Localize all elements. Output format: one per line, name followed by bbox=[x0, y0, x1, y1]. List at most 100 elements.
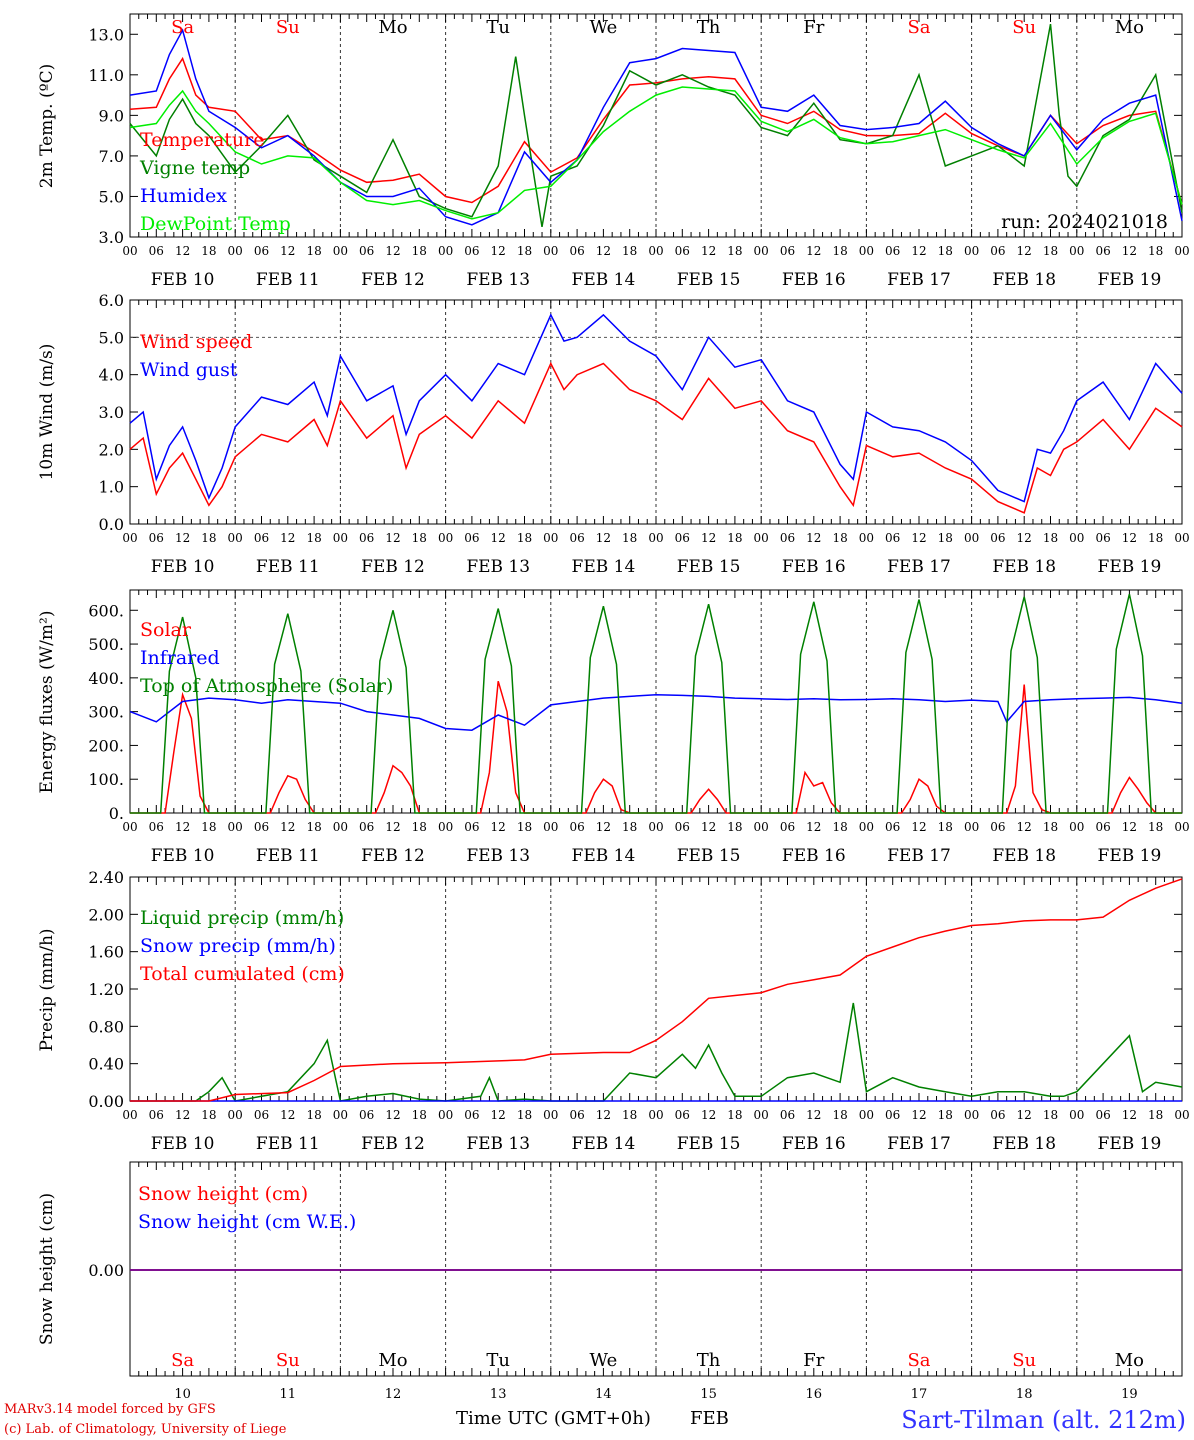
wind-series-line bbox=[129, 313, 1183, 503]
precip-series-line bbox=[130, 878, 1183, 1102]
hour-tick-label: 18 bbox=[832, 531, 847, 545]
hour-tick-label: 00 bbox=[859, 531, 874, 545]
hour-tick-label: 12 bbox=[385, 531, 400, 545]
y-tick-label: 3.0 bbox=[99, 228, 124, 247]
flux-series-line bbox=[129, 693, 1183, 731]
hour-tick-label: 00 bbox=[438, 531, 453, 545]
hour-tick-label: 00 bbox=[228, 244, 243, 258]
temp-legend-entry: Humidex bbox=[140, 185, 227, 207]
date-label: FEB 15 bbox=[677, 1134, 741, 1154]
hour-tick-label: 18 bbox=[727, 244, 742, 258]
y-tick-label: 11.0 bbox=[88, 66, 124, 85]
hour-tick-label: 12 bbox=[911, 244, 926, 258]
date-label: FEB 12 bbox=[361, 270, 425, 290]
date-label: FEB 11 bbox=[256, 1134, 320, 1154]
hour-tick-label: 18 bbox=[201, 531, 216, 545]
hour-tick-label: 06 bbox=[149, 820, 164, 834]
hour-tick-label: 06 bbox=[569, 820, 584, 834]
hour-tick-label: 00 bbox=[859, 244, 874, 258]
day-of-week-label: Th bbox=[697, 17, 721, 38]
day-of-week-label: Sa bbox=[171, 1350, 194, 1371]
date-label: FEB 11 bbox=[256, 270, 320, 290]
date-label: FEB 17 bbox=[887, 846, 951, 866]
hour-tick-label: 12 bbox=[1122, 244, 1137, 258]
date-label: FEB 15 bbox=[677, 846, 741, 866]
hour-tick-label: 06 bbox=[780, 244, 795, 258]
hour-tick-label: 06 bbox=[885, 820, 900, 834]
hour-tick-label: 00 bbox=[438, 244, 453, 258]
day-number-label: 12 bbox=[385, 1387, 402, 1402]
y-tick-label: 2.40 bbox=[88, 868, 124, 887]
station-name: Sart-Tilman (alt. 212m) bbox=[901, 1406, 1186, 1434]
y-tick-label: 2.0 bbox=[99, 440, 124, 459]
day-of-week-label: Su bbox=[1012, 1350, 1036, 1371]
hour-tick-label: 00 bbox=[754, 531, 769, 545]
snow-y-axis-label: Snow height (cm) bbox=[37, 1193, 57, 1345]
y-tick-label: 4.0 bbox=[99, 366, 124, 385]
hour-tick-label: 18 bbox=[517, 244, 532, 258]
hour-tick-label: 12 bbox=[806, 820, 821, 834]
hour-tick-label: 12 bbox=[175, 820, 190, 834]
footer-lab-line: (c) Lab. of Climatology, University of L… bbox=[4, 1422, 287, 1437]
hour-tick-label: 00 bbox=[333, 820, 348, 834]
date-label: FEB 10 bbox=[151, 270, 215, 290]
precip-legend-entry: Total cumulated (cm) bbox=[140, 963, 345, 985]
hour-tick-label: 18 bbox=[1043, 1108, 1058, 1122]
hour-tick-label: 12 bbox=[280, 820, 295, 834]
hour-tick-label: 06 bbox=[675, 531, 690, 545]
hour-tick-label: 00 bbox=[333, 1108, 348, 1122]
y-tick-label: 0.00 bbox=[88, 1092, 124, 1111]
hour-tick-label: 00 bbox=[754, 820, 769, 834]
hour-tick-label: 12 bbox=[806, 531, 821, 545]
date-label: FEB 16 bbox=[782, 270, 846, 290]
temp-y-axis-label: 2m Temp. (ºC) bbox=[37, 64, 57, 189]
snow-legend-entry: Snow height (cm W.E.) bbox=[138, 1211, 356, 1233]
hour-tick-label: 00 bbox=[1069, 244, 1084, 258]
day-number-label: 16 bbox=[806, 1387, 823, 1402]
hour-tick-label: 18 bbox=[1148, 244, 1163, 258]
day-number-label: 15 bbox=[700, 1387, 717, 1402]
hour-tick-label: 00 bbox=[1174, 820, 1189, 834]
hour-tick-label: 06 bbox=[254, 820, 269, 834]
y-tick-label: 200. bbox=[88, 736, 124, 755]
hour-tick-label: 12 bbox=[1017, 244, 1032, 258]
date-label: FEB 19 bbox=[1098, 270, 1162, 290]
hour-tick-label: 12 bbox=[385, 244, 400, 258]
date-label: FEB 17 bbox=[887, 1134, 951, 1154]
hour-tick-label: 12 bbox=[385, 820, 400, 834]
hour-tick-label: 12 bbox=[280, 1108, 295, 1122]
hour-tick-label: 12 bbox=[806, 244, 821, 258]
hour-tick-label: 00 bbox=[228, 531, 243, 545]
day-of-week-label: Mo bbox=[1115, 1350, 1144, 1371]
day-of-week-label: Mo bbox=[378, 17, 407, 38]
hour-tick-label: 06 bbox=[569, 1108, 584, 1122]
day-number-label: 11 bbox=[280, 1387, 297, 1402]
precip-series-line bbox=[130, 1002, 1183, 1102]
snow-legend-entry: Snow height (cm) bbox=[138, 1183, 308, 1205]
hour-tick-label: 06 bbox=[675, 244, 690, 258]
y-tick-label: 2.00 bbox=[88, 905, 124, 924]
hour-tick-label: 06 bbox=[464, 531, 479, 545]
hour-tick-label: 18 bbox=[832, 820, 847, 834]
temp-panel: 3.0 5.0 7.0 9.0 11.0 13.0 2m Temp. (ºC) Tempera… bbox=[37, 13, 1190, 290]
hour-tick-label: 06 bbox=[464, 244, 479, 258]
hour-tick-label: 18 bbox=[412, 1108, 427, 1122]
hour-tick-label: 12 bbox=[491, 820, 506, 834]
hour-tick-label: 12 bbox=[1017, 1108, 1032, 1122]
y-tick-label: 5.0 bbox=[99, 187, 124, 206]
hour-tick-label: 12 bbox=[701, 531, 716, 545]
hour-tick-label: 06 bbox=[780, 820, 795, 834]
hour-tick-label: 06 bbox=[885, 244, 900, 258]
y-tick-label: 0.00 bbox=[88, 1261, 124, 1280]
hour-tick-label: 12 bbox=[701, 244, 716, 258]
day-number-label: 18 bbox=[1016, 1387, 1033, 1402]
y-tick-label: 5.0 bbox=[99, 328, 124, 347]
hour-tick-label: 00 bbox=[964, 531, 979, 545]
hour-tick-label: 18 bbox=[938, 531, 953, 545]
hour-tick-label: 12 bbox=[1017, 531, 1032, 545]
date-label: FEB 13 bbox=[466, 846, 530, 866]
hour-tick-label: 18 bbox=[517, 531, 532, 545]
wind-legend-entry: Wind gust bbox=[140, 359, 238, 381]
hour-tick-label: 06 bbox=[990, 244, 1005, 258]
flux-legend-entry: Solar bbox=[140, 619, 192, 641]
